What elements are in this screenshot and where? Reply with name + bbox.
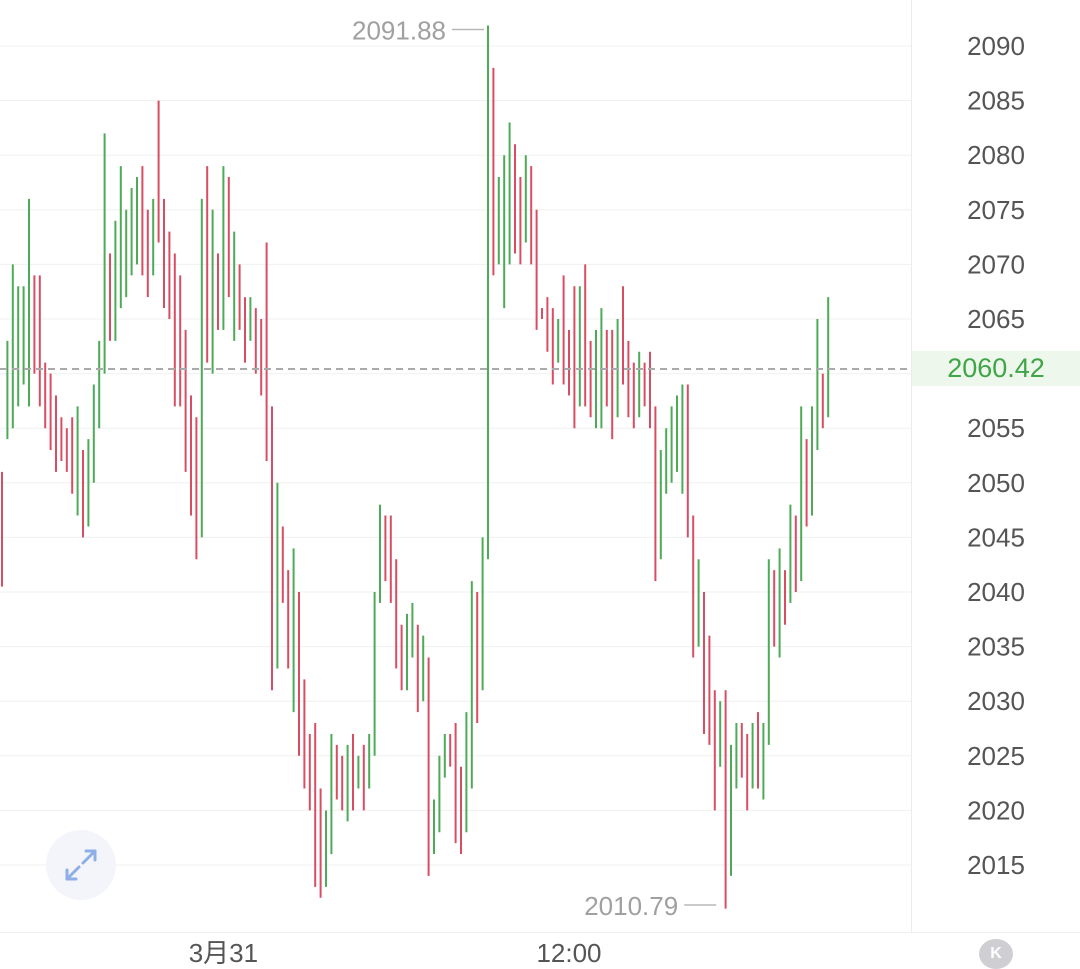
y-tick-label: 2015 [967,850,1025,880]
y-tick-label: 2050 [967,468,1025,498]
kline-toggle-button[interactable]: K [979,939,1013,969]
y-tick-label: 2065 [967,304,1025,334]
y-tick-label: 2030 [967,686,1025,716]
x-axis-labels: 3月31 12:00 [189,938,602,968]
y-tick-label: 2055 [967,413,1025,443]
y-tick-label: 2075 [967,195,1025,225]
expand-button[interactable] [46,830,116,900]
y-tick-label: 2025 [967,741,1025,771]
y-tick-label: 2085 [967,86,1025,116]
y-tick-label: 2090 [967,31,1025,61]
y-axis-separator [911,0,912,932]
low-price-marker: 2010.79 [584,891,678,921]
y-tick-label: 2070 [967,249,1025,279]
x-axis-label: 3月31 [189,938,258,968]
y-tick-label: 2080 [967,140,1025,170]
current-price-tag: 2060.42 [912,351,1080,386]
high-price-marker: 2091.88 [352,15,446,45]
y-tick-label: 2035 [967,632,1025,662]
y-tick-label: 2020 [967,795,1025,825]
y-axis-ticks: 2015202020252030203520402045205020552060… [967,31,1025,880]
x-axis-baseline [0,932,1080,933]
price-bars [1,25,830,909]
grid-lines [0,45,911,866]
x-axis-label: 12:00 [536,938,601,968]
expand-arrows-icon [65,849,97,881]
extreme-markers: 2091.88 2010.79 [352,15,717,921]
y-tick-label: 2045 [967,522,1025,552]
y-tick-label: 2040 [967,577,1025,607]
